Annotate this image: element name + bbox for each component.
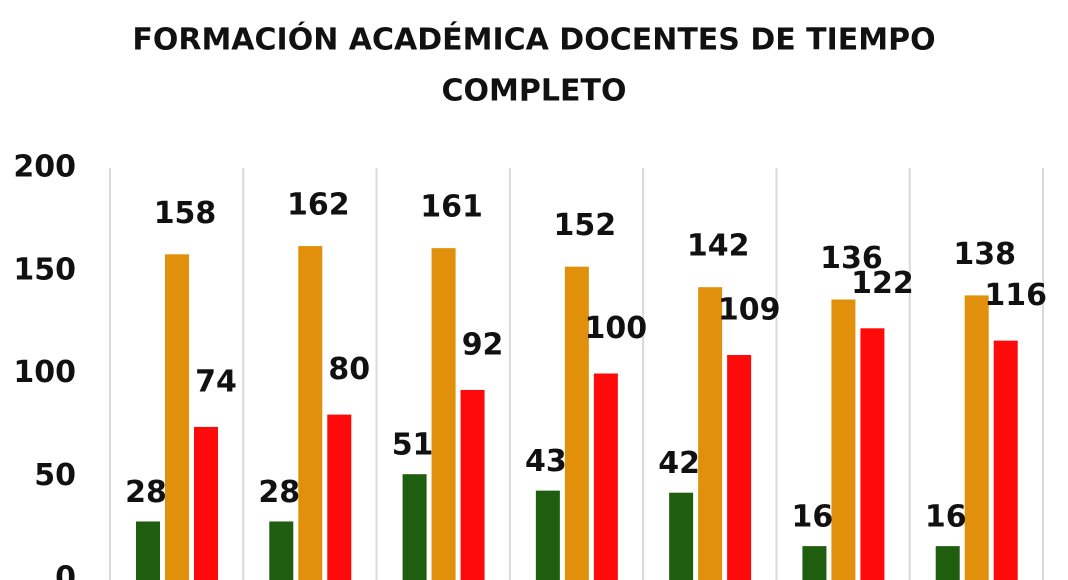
- bar-series2-cat3: [431, 248, 456, 580]
- y-tick-label: 0: [55, 561, 76, 580]
- bar-series1-cat7: [935, 546, 960, 580]
- bar-series1-cat3: [402, 474, 427, 580]
- data-label-series1-cat5: 42: [658, 446, 700, 481]
- bar-series3-cat3: [460, 389, 485, 580]
- chart-title: FORMACIÓN ACADÉMICA DOCENTES DE TIEMPO CO…: [132, 21, 935, 109]
- data-label-series2-cat2: 162: [287, 188, 350, 223]
- data-label-series2-cat3: 161: [420, 190, 483, 225]
- data-label-series2-cat7: 138: [953, 237, 1016, 272]
- bar-series3-cat6: [860, 328, 885, 580]
- bar-series2-cat7: [964, 295, 989, 580]
- data-label-series3-cat2: 80: [328, 352, 370, 387]
- category-separators: [109, 168, 1044, 580]
- chart-title-line-2: COMPLETO: [442, 74, 627, 109]
- data-label-series1-cat1: 28: [125, 475, 167, 510]
- data-label-series3-cat6: 122: [851, 266, 914, 301]
- y-tick-label: 150: [13, 252, 76, 287]
- data-label-series2-cat5: 142: [687, 229, 750, 264]
- bar-series2-cat5: [698, 287, 723, 580]
- y-tick-label: 50: [34, 458, 76, 493]
- data-label-series3-cat7: 116: [984, 278, 1047, 313]
- data-label-series1-cat4: 43: [525, 444, 567, 479]
- data-label-series3-cat5: 109: [718, 293, 781, 328]
- data-labels: 28 28 51 43 42 16 16 158 162 161 152 142 136 138 74 80 9…: [125, 188, 1047, 535]
- y-axis-ticks: 0 50 100 150 200: [13, 150, 76, 580]
- bar-series2-cat2: [298, 246, 323, 580]
- data-label-series1-cat3: 51: [392, 428, 434, 463]
- bar-series2-cat1: [165, 254, 189, 580]
- data-label-series1-cat2: 28: [258, 475, 300, 510]
- bar-series3-cat2: [327, 414, 352, 580]
- data-label-series1-cat6: 16: [792, 500, 834, 535]
- data-label-series2-cat4: 152: [554, 208, 617, 243]
- bar-series2-cat6: [831, 299, 856, 580]
- bar-series1-cat5: [669, 492, 694, 580]
- data-label-series3-cat3: 92: [462, 327, 504, 362]
- bar-series2-cat4: [564, 266, 589, 580]
- data-label-series2-cat1: 158: [154, 196, 217, 231]
- y-tick-label: 200: [13, 150, 76, 185]
- data-label-series3-cat1: 74: [195, 364, 237, 399]
- data-label-series1-cat7: 16: [925, 500, 967, 535]
- bar-series3-cat4: [593, 373, 618, 580]
- chart-title-line-1: FORMACIÓN ACADÉMICA DOCENTES DE TIEMPO: [132, 21, 935, 58]
- bar-series1-cat1: [136, 521, 160, 580]
- data-label-series3-cat4: 100: [585, 311, 648, 346]
- bar-series3-cat7: [993, 340, 1018, 580]
- bar-series1-cat6: [802, 546, 827, 580]
- data-label-series2-cat6: 136: [820, 241, 883, 276]
- y-tick-label: 100: [13, 355, 76, 390]
- bar-series3-cat1: [194, 426, 218, 580]
- bar-series3-cat5: [727, 355, 752, 580]
- bar-series1-cat4: [535, 490, 560, 580]
- bars: [136, 246, 1018, 580]
- bar-series1-cat2: [269, 521, 294, 580]
